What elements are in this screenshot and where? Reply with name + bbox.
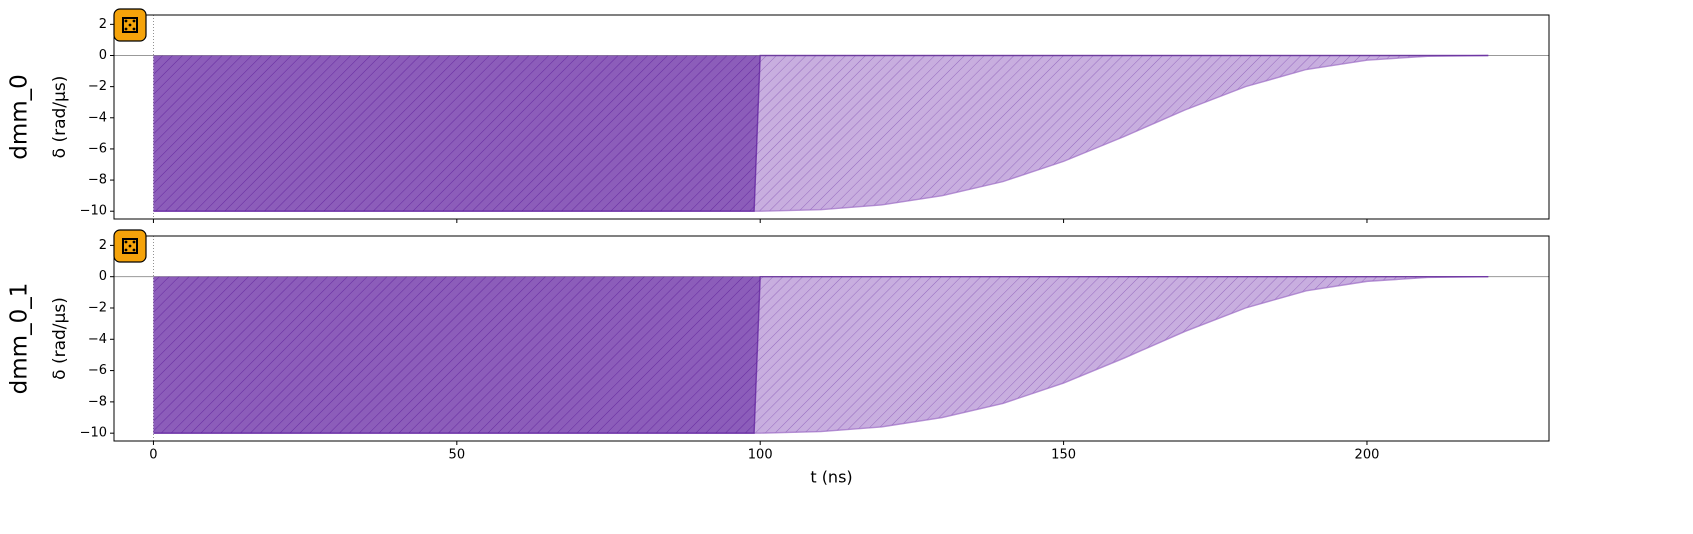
y-axis-label: δ (rad/µs): [50, 76, 70, 159]
icon-pip: [132, 248, 136, 252]
line: [153, 275, 1489, 434]
x-tick-label: 50: [449, 448, 466, 463]
line: [153, 275, 1489, 434]
icon-die: [122, 238, 138, 254]
x-tick-label: 200: [1355, 448, 1380, 463]
icon-pip: [124, 27, 128, 31]
icon-pip: [132, 27, 136, 31]
channel-label: dmm_0_1: [7, 283, 33, 395]
channel-label: dmm_0: [7, 74, 33, 160]
x-axis-label: t (ns): [810, 468, 852, 487]
x-tick-label: 100: [748, 448, 773, 463]
line: [153, 54, 1489, 212]
y-tick-label: −4: [88, 332, 107, 347]
y-tick-label: −8: [88, 394, 107, 409]
icon-die: [122, 17, 138, 33]
icon-pip: [124, 248, 128, 252]
axes-frame: [113, 235, 1550, 442]
y-tick-label: −10: [80, 204, 107, 219]
y-tick-label: 0: [99, 269, 107, 284]
line: [153, 54, 1489, 212]
axes-frame: [113, 14, 1550, 220]
y-tick-label: −10: [80, 426, 107, 441]
icon-pip: [128, 23, 132, 27]
y-tick-label: −6: [88, 363, 107, 378]
y-tick-label: 2: [99, 17, 107, 32]
icon-pip: [124, 240, 128, 244]
icon-pip: [132, 240, 136, 244]
y-tick-label: 0: [99, 48, 107, 63]
icon-pip: [124, 19, 128, 23]
y-tick-label: −2: [88, 79, 107, 94]
icon-pip: [132, 19, 136, 23]
y-axis-label: δ (rad/µs): [50, 297, 70, 380]
x-tick-label: 150: [1051, 448, 1076, 463]
y-tick-label: −8: [88, 173, 107, 188]
y-tick-label: 2: [99, 238, 107, 253]
x-tick-label: 0: [149, 448, 157, 463]
y-tick-label: −2: [88, 300, 107, 315]
subplot: −10 −8 −6 −4 −2 0 2 0 50 100 150 200 δ (rad/µs) dmm_0…: [7, 229, 1550, 487]
area-hatch: [153, 276, 1489, 434]
subplot: −10 −8 −6 −4 −2 0 2 δ (rad/µs) dmm_0: [7, 8, 1550, 223]
area-hatch: [153, 55, 1489, 212]
icon-pip: [128, 244, 132, 248]
y-tick-label: −4: [88, 110, 107, 125]
y-tick-label: −6: [88, 141, 107, 156]
